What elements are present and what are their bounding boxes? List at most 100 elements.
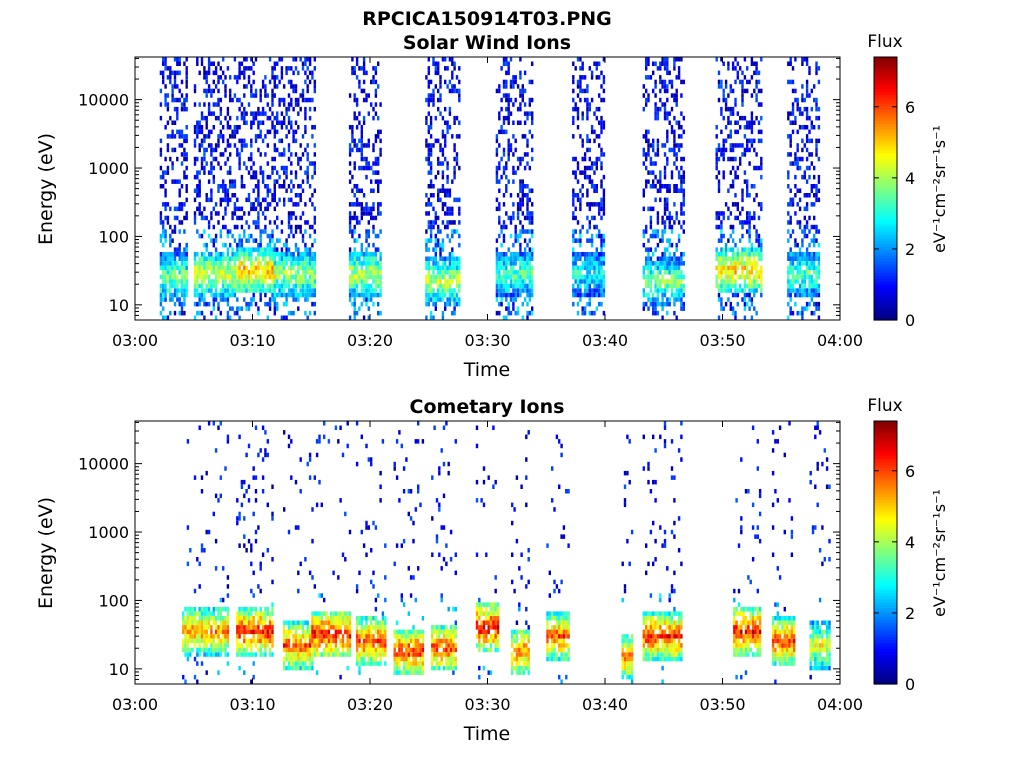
heatmap-cell [245, 252, 248, 257]
heatmap-cell [661, 306, 664, 311]
heatmap-cell [370, 211, 373, 216]
heatmap-cell [196, 134, 199, 139]
heatmap-cell [306, 97, 309, 103]
heatmap-cell [444, 306, 447, 311]
heatmap-cell [254, 206, 258, 212]
heatmap-cell [280, 70, 284, 76]
heatmap-cell [252, 79, 255, 85]
heatmap-cell [801, 256, 804, 261]
heatmap-cell [222, 647, 225, 653]
heatmap-cell [261, 84, 265, 89]
heatmap-cell [682, 261, 685, 266]
heatmap-cell [817, 188, 821, 193]
heatmap-cell [243, 252, 246, 257]
heatmap-cell [308, 274, 312, 280]
heatmap-cell [574, 156, 577, 162]
heatmap-cell [495, 206, 499, 212]
heatmap-cell [729, 306, 732, 311]
heatmap-cell [233, 193, 237, 198]
heatmap-cell [789, 288, 792, 293]
heatmap-cell [185, 156, 188, 162]
heatmap-cell [427, 270, 430, 275]
heatmap-cell [285, 301, 288, 307]
heatmap-cell [271, 265, 274, 271]
heatmap-cell [750, 75, 754, 80]
heatmap-cell [458, 283, 461, 289]
heatmap-cell [358, 279, 361, 284]
heatmap-cell [217, 270, 220, 275]
heatmap-cell [815, 238, 818, 243]
heatmap-cell [273, 206, 276, 212]
heatmap-cell [668, 270, 671, 275]
y-tick-label: 1000 [88, 159, 129, 178]
heatmap-cell [753, 61, 756, 66]
heatmap-cell [590, 242, 594, 248]
heatmap-cell [446, 270, 449, 275]
heatmap-cell [292, 129, 295, 135]
colorbar-segment [874, 284, 897, 289]
heatmap-cell [276, 129, 279, 135]
heatmap-cell [252, 297, 255, 302]
heatmap-cell [675, 279, 678, 284]
heatmap-cell [787, 301, 790, 307]
heatmap-cell [526, 256, 529, 261]
heatmap-cell [360, 188, 363, 193]
heatmap-cell [576, 79, 580, 85]
heatmap-cell [377, 184, 380, 189]
heatmap-cell [196, 61, 199, 66]
heatmap-cell [505, 224, 508, 230]
heatmap-cell [500, 224, 503, 230]
heatmap-cell [642, 233, 645, 239]
heatmap-cell [746, 138, 749, 144]
heatmap-cell [523, 88, 527, 94]
heatmap-cell [521, 301, 524, 307]
heatmap-cell [720, 238, 723, 243]
heatmap-cell [180, 102, 184, 107]
heatmap-cell [178, 301, 181, 307]
heatmap-cell [750, 129, 754, 135]
heatmap-cell [193, 283, 197, 289]
heatmap-cell [588, 279, 591, 284]
heatmap-cell [574, 238, 577, 243]
heatmap-cell [351, 174, 354, 180]
heatmap-cell [224, 211, 227, 216]
heatmap-cell [212, 279, 215, 284]
heatmap-cell [760, 165, 763, 171]
heatmap-cell [602, 120, 606, 125]
heatmap-cell [602, 174, 606, 180]
heatmap-cell [247, 75, 251, 80]
heatmap-cell [661, 252, 664, 257]
heatmap-cell [377, 161, 380, 166]
heatmap-cell [229, 274, 232, 280]
heatmap-cell [247, 197, 251, 203]
heatmap-cell [240, 606, 244, 612]
heatmap-cell [441, 170, 445, 175]
heatmap-cell [304, 97, 307, 103]
heatmap-cell [736, 256, 739, 261]
colorbar-segment [874, 311, 897, 315]
heatmap-cell [724, 84, 728, 89]
heatmap-cell [458, 261, 461, 266]
heatmap-cell [647, 274, 650, 280]
heatmap-cell [595, 184, 598, 189]
heatmap-cell [257, 220, 260, 225]
heatmap-cell [178, 179, 181, 184]
heatmap-cell [729, 84, 732, 89]
heatmap-cell [505, 211, 508, 216]
heatmap-cell [661, 229, 664, 234]
heatmap-cell [817, 179, 821, 184]
heatmap-cell [748, 270, 751, 275]
heatmap-cell [370, 265, 373, 271]
heatmap-cell [455, 274, 459, 280]
heatmap-cell [205, 125, 208, 130]
heatmap-cell [750, 283, 754, 289]
heatmap-cell [243, 629, 246, 635]
heatmap-cell [579, 265, 582, 271]
heatmap-cell [198, 274, 201, 280]
heatmap-cell [207, 274, 211, 280]
colorbar-segment [874, 258, 897, 263]
heatmap-cell [446, 233, 449, 239]
heatmap-cell [196, 647, 199, 653]
heatmap-cell [789, 292, 792, 298]
heatmap-cell [224, 184, 227, 189]
